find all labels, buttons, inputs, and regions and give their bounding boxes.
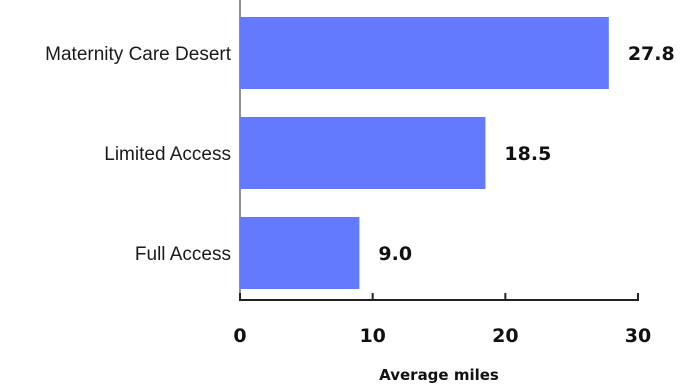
x-tick-label-3: 30 [625,325,651,347]
category-label-0: Maternity Care Desert [45,44,232,65]
value-labels: 27.8 18.5 9.0 [378,43,674,265]
value-label-2: 9.0 [378,243,412,265]
x-tick-label-1: 10 [359,325,385,347]
x-axis-ticks: 0 10 20 30 [233,293,651,347]
x-axis-title: Average miles [379,366,499,384]
bars-layer [240,17,609,289]
category-labels: Maternity Care Desert Limited Access Full … [45,44,232,265]
x-tick-label-2: 20 [492,325,518,347]
bar-1 [240,117,486,189]
category-label-2: Full Access [135,244,231,265]
bar-0 [240,17,609,89]
x-tick-label-0: 0 [233,325,246,347]
value-label-0: 27.8 [628,43,675,65]
bar-2 [240,217,360,289]
value-label-1: 18.5 [504,143,551,165]
category-label-1: Limited Access [104,144,231,165]
